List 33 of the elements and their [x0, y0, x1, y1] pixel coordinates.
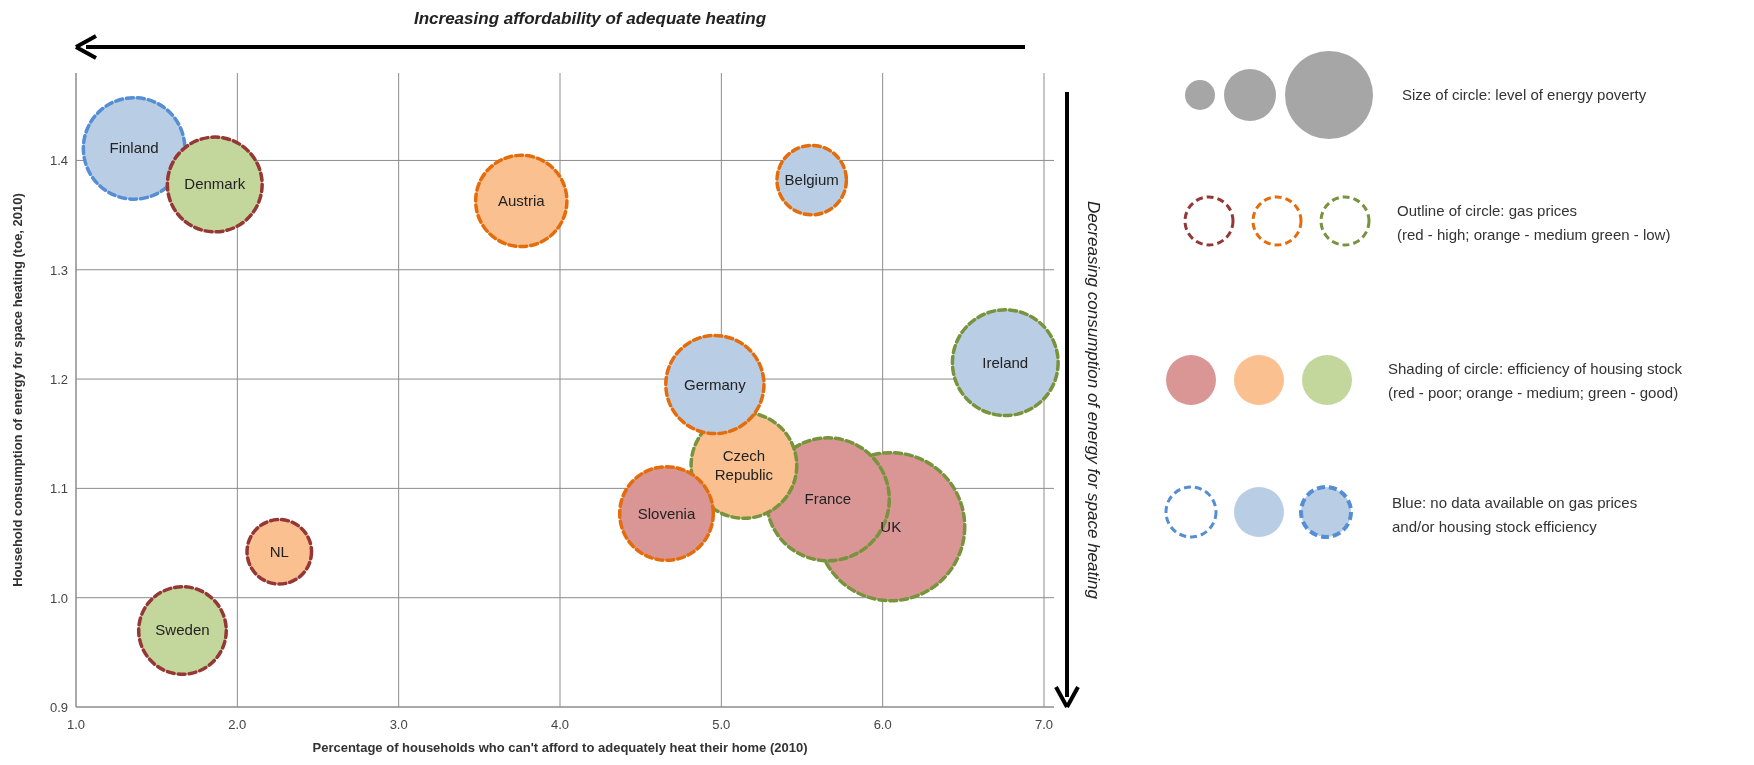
- text: Blue: no data available on gas prices and/or housing stock efficiency: [1392, 494, 1638, 535]
- x-tick-label: 1.0: [66, 717, 86, 732]
- y-tick-label: 1.1: [49, 481, 68, 497]
- x-tick-label: 5.0: [712, 717, 731, 732]
- x-tick-label: 4.0: [550, 717, 570, 732]
- data-label: Czech Republic: [714, 447, 774, 484]
- x-tick-label: 6.0: [873, 717, 892, 732]
- x-tick-label: 7.0: [1034, 717, 1054, 732]
- y-tick-label: 1.0: [49, 590, 68, 606]
- y-tick-label: 1.4: [49, 153, 68, 169]
- x-axis-title: Percentage of households who can't afford to adequately heat their home (2010): [312, 740, 808, 755]
- text: Shading of circle: efficiency of housing stock (red - poor; orange - medium; green - good): [1388, 360, 1683, 401]
- y-axis-title: Household consumption of energy for space heating (toe, 2010): [10, 193, 25, 587]
- x-tick-label: 2.0: [228, 717, 247, 732]
- data-label: Germany: [684, 375, 747, 393]
- text: Increasing affordability of adequate heating: [413, 9, 767, 28]
- x-tick-label: 3.0: [389, 717, 408, 732]
- y-tick-label: 0.9: [49, 700, 68, 715]
- data-label: Austria: [497, 191, 546, 209]
- data-label: Ireland: [982, 353, 1029, 371]
- text: Size of circle: level of energy poverty: [1402, 86, 1647, 103]
- data-label: Denmark: [184, 175, 246, 193]
- y-tick-label: 1.2: [49, 372, 68, 388]
- y-tick-label: 1.3: [49, 262, 68, 278]
- data-label: Sweden: [155, 621, 210, 639]
- data-label: France: [804, 490, 852, 508]
- data-label: Finland: [109, 139, 159, 157]
- text: Decreasing consumption of energy for space heating: [1084, 201, 1103, 600]
- data-label: NL: [269, 542, 289, 560]
- data-label: UK: [880, 517, 902, 535]
- data-label: Slovenia: [637, 504, 696, 522]
- data-label: Belgium: [784, 171, 839, 189]
- text: Outline of circle: gas prices (red - high; orange - medium green - low): [1397, 202, 1671, 243]
